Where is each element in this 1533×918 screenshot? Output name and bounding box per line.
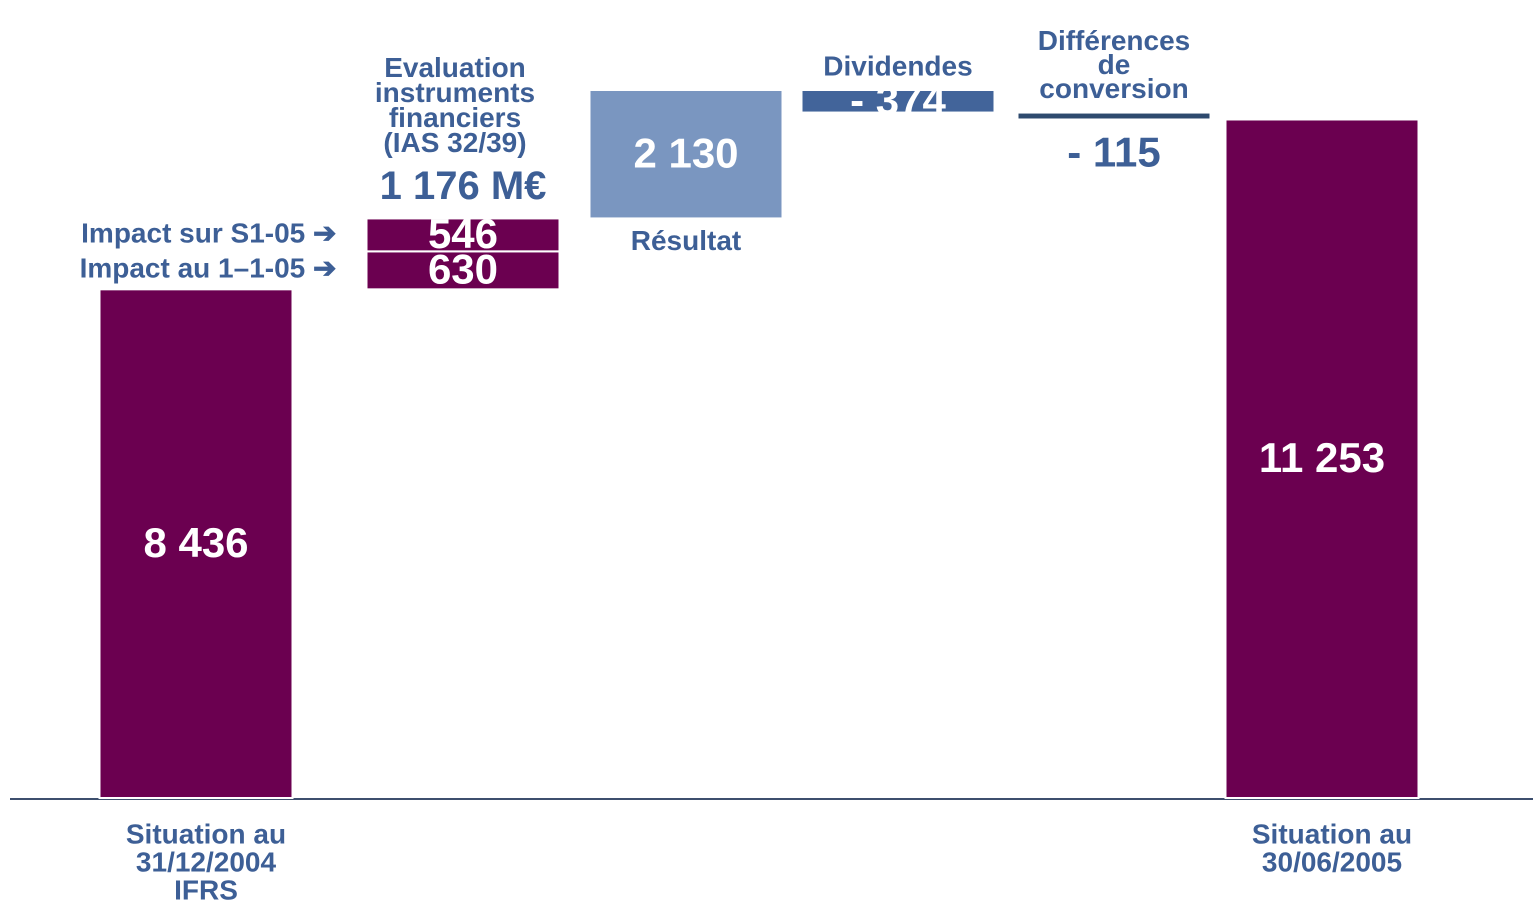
bar: [365, 217, 561, 253]
value-label: 630: [428, 245, 498, 292]
category-label: Situation au: [126, 818, 286, 849]
bar: [588, 89, 784, 220]
value-label: - 115: [1067, 129, 1160, 176]
category-label: Dividendes: [823, 50, 972, 81]
value-label: 2 130: [633, 129, 738, 176]
category-label: 30/06/2005: [1262, 846, 1402, 877]
bar: [365, 250, 561, 291]
category-label: Situation au: [1252, 818, 1412, 849]
annotation-line: (IAS 32/39): [383, 127, 526, 158]
category-label: Résultat: [631, 225, 741, 256]
category-label: Impact sur S1-05 ➔: [81, 217, 336, 248]
bar: [1224, 118, 1420, 799]
value-label: 8 436: [143, 519, 248, 566]
value-label: 11 253: [1259, 434, 1385, 481]
category-label: 31/12/2004: [136, 846, 277, 877]
category-label: conversion: [1039, 73, 1188, 104]
category-label: IFRS: [174, 874, 238, 905]
annotation-line: financiers: [389, 102, 521, 133]
category-label: Différences: [1038, 25, 1191, 56]
annotation-value: 1 176 M€: [380, 164, 547, 208]
value-label: 546: [428, 210, 498, 257]
bar: [1016, 111, 1212, 121]
bar: [98, 288, 294, 799]
category-label: Impact au 1–1-05 ➔: [80, 253, 337, 284]
bar: [800, 89, 996, 114]
category-label: de: [1098, 49, 1131, 80]
value-label: - 374: [850, 76, 946, 123]
annotation-line: Evaluation: [384, 52, 526, 83]
annotation-line: instruments: [375, 77, 535, 108]
